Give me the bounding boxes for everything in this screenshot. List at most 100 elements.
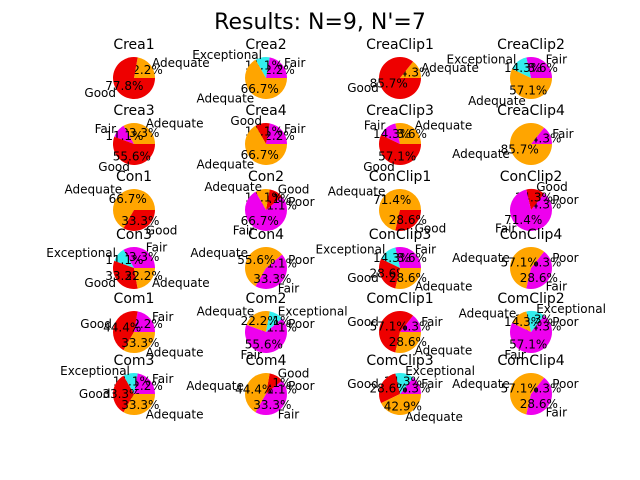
pie-slice-good [112, 310, 138, 351]
pie-slice-adequate [400, 61, 421, 78]
pie-slice-good [379, 56, 421, 99]
pie-slice-fair [255, 394, 287, 416]
slice-label: Fair [415, 243, 436, 257]
slice-label: Poor [288, 379, 314, 393]
pie-slice-exceptional [114, 249, 134, 268]
slice-label: Fair [421, 315, 442, 329]
pie-slice-fair [266, 57, 287, 78]
pie-slice-exceptional [395, 373, 414, 394]
pie-slice-poor [531, 193, 552, 210]
slice-label: Good [79, 387, 111, 401]
slice-percent: 22.2% [125, 269, 163, 283]
pie-slice-fair [400, 377, 421, 394]
slice-label: Fair [546, 405, 567, 419]
pie-con2: Con2Poor11.1%Good11.1%Adequate11.1%Fair6… [204, 169, 314, 237]
slice-label: Good [230, 114, 262, 128]
slice-label: Adequate [452, 147, 510, 161]
slice-label: Exceptional [536, 302, 606, 316]
slice-label: Fair [146, 241, 167, 255]
slice-percent: 85.7% [370, 77, 408, 91]
pie-slice-fair [114, 125, 134, 144]
pie-title: CreaClip1 [366, 37, 434, 53]
slice-percent: 55.6% [113, 149, 151, 163]
slice-percent: 71.4% [373, 193, 411, 207]
slice-label: Good [98, 160, 130, 174]
pie-title: ConClip2 [500, 169, 563, 185]
pie-slice-adequate [381, 394, 421, 415]
slice-label: Fair [495, 221, 516, 235]
slice-percent: 66.7% [241, 148, 279, 162]
slice-label: Adequate [65, 183, 123, 197]
slice-label: Poor [288, 195, 314, 209]
slice-label: Exceptional [46, 246, 116, 260]
slice-label: Adequate [204, 180, 262, 194]
pie-com4: Com4Poor11.1%Good11.1%Adequate44.4%Fair3… [186, 353, 314, 421]
slice-percent: 33.3% [105, 269, 143, 283]
slice-percent: 33.3% [121, 214, 159, 228]
pie-slice-fair [526, 56, 552, 78]
slice-percent: 33.3% [253, 398, 291, 412]
slice-percent: 55.6% [245, 337, 283, 351]
slice-percent: 57.1% [509, 337, 547, 351]
slice-label: Fair [152, 310, 173, 324]
slice-percent: 66.7% [241, 82, 279, 96]
slice-label: Poor [288, 317, 314, 331]
pie-slice-good [266, 189, 283, 210]
slice-label: Adequate [146, 117, 204, 131]
pie-comclip2: ComClip2Poor14.3%Exceptional14.3%Adequat… [459, 291, 606, 362]
pie-slice-exceptional [526, 310, 545, 332]
slice-label: Good [363, 160, 395, 174]
slice-percent: 66.7% [109, 192, 147, 206]
slice-label: Poor [552, 251, 578, 265]
pie-slice-poor [531, 315, 552, 332]
slice-label: Fair [233, 223, 254, 237]
slice-label: Good [84, 276, 116, 290]
pie-slice-adequate [378, 189, 421, 231]
pie-title: CreaClip4 [497, 103, 565, 119]
slice-percent: 33.3% [121, 336, 159, 350]
pie-slice-exceptional [512, 57, 531, 78]
slice-label: Poor [552, 377, 578, 391]
slice-percent: 33.3% [121, 250, 159, 264]
pie-slice-exceptional [255, 56, 270, 78]
pie-title: CreaClip3 [366, 103, 434, 119]
pie-slice-adequate [395, 332, 422, 354]
pie-slice-adequate [510, 247, 545, 289]
slice-percent: 71.4% [504, 213, 542, 227]
pie-slice-fair [526, 394, 552, 416]
slice-percent: 77.8% [105, 79, 143, 93]
pie-slice-exceptional [381, 247, 400, 268]
pie-slice-good [379, 258, 400, 289]
slice-label: Fair [546, 53, 567, 67]
pie-slice-poor [531, 251, 552, 268]
pie-slice-adequate [512, 311, 531, 332]
pie-title: ComClip2 [497, 291, 564, 307]
slice-label: Adequate [146, 407, 204, 421]
slice-label: Good [415, 221, 447, 235]
slice-percent: 33.3% [253, 272, 291, 286]
slice-percent: 66.7% [241, 214, 279, 228]
slice-label: Fair [364, 119, 385, 133]
pie-slice-good [395, 210, 422, 232]
slice-label: Good [347, 271, 379, 285]
slice-percent: 44.4% [103, 321, 141, 335]
pie-title: Crea4 [245, 103, 286, 119]
pie-slice-good [255, 122, 270, 144]
slice-label: Fair [278, 407, 299, 421]
slice-label: Good [146, 223, 178, 237]
slice-label: Adequate [415, 279, 473, 293]
slice-percent: 57.1% [370, 320, 408, 334]
slice-label: Fair [284, 122, 305, 136]
slice-label: Adequate [328, 185, 386, 199]
pie-title: Com2 [246, 291, 287, 307]
slice-label: Good [84, 86, 116, 100]
pie-slice-adequate [245, 247, 283, 287]
slice-label: Good [278, 367, 310, 381]
